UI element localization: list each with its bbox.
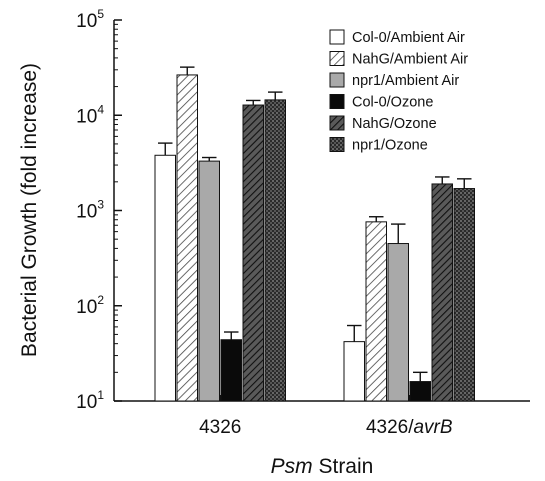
legend-swatch [329, 94, 345, 109]
y-tick-label: 101 [76, 388, 104, 413]
legend-label: Col-0/Ambient Air [352, 30, 465, 46]
bar [431, 183, 453, 402]
category-label: 4326/avrB [366, 417, 453, 438]
y-tick-exponent: 5 [97, 7, 104, 21]
legend-swatch [329, 29, 345, 45]
y-tick-base: 10 [76, 297, 97, 318]
legend-swatch [329, 137, 345, 152]
y-tick-base: 10 [76, 202, 97, 223]
bar [154, 154, 176, 402]
x-axis-title-rest: Strain [313, 455, 374, 478]
bar [220, 339, 242, 402]
legend-label: npr1/Ambient Air [352, 73, 459, 89]
category-label-part: 4326 [199, 417, 241, 438]
bar [176, 74, 198, 402]
legend-swatch [329, 115, 345, 131]
bar [409, 381, 431, 402]
legend-label: NahG/Ozone [352, 116, 437, 132]
bar [198, 160, 220, 402]
y-tick-base: 10 [76, 106, 97, 127]
legend-swatch [329, 51, 345, 66]
y-tick-label: 102 [76, 293, 104, 318]
legend: Col-0/Ambient Air NahG/Ambient Air npr1/Am… [329, 29, 468, 154]
y-tick-base: 10 [76, 392, 97, 413]
y-tick-label: 104 [76, 102, 104, 127]
bar [343, 341, 365, 402]
y-tick-base: 10 [76, 11, 97, 32]
legend-swatch [329, 72, 345, 88]
y-axis-title: Bacterial Growth (fold increase) [18, 63, 41, 357]
legend-label: npr1/Ozone [352, 138, 428, 154]
category-label: 4326 [199, 417, 241, 438]
bar [242, 104, 264, 402]
y-tick-exponent: 4 [97, 102, 104, 116]
bar [365, 221, 387, 402]
category-label-part: 4326/ [366, 417, 414, 438]
bar [264, 99, 286, 402]
y-tick-label: 103 [76, 198, 104, 223]
x-axis-title-italic: Psm [271, 455, 313, 478]
bar [453, 188, 475, 402]
bar [387, 243, 409, 402]
y-tick-exponent: 1 [97, 388, 104, 402]
y-tick-exponent: 3 [97, 198, 104, 212]
x-axis-title: Psm Strain [271, 455, 374, 478]
y-tick-label: 105 [76, 7, 104, 32]
legend-label: Col-0/Ozone [352, 95, 433, 111]
bars [154, 66, 475, 402]
category-label-part: avrB [413, 417, 452, 438]
y-tick-exponent: 2 [97, 293, 104, 307]
legend-label: NahG/Ambient Air [352, 52, 468, 68]
category-labels: 4326 4326/avrB [199, 395, 453, 438]
